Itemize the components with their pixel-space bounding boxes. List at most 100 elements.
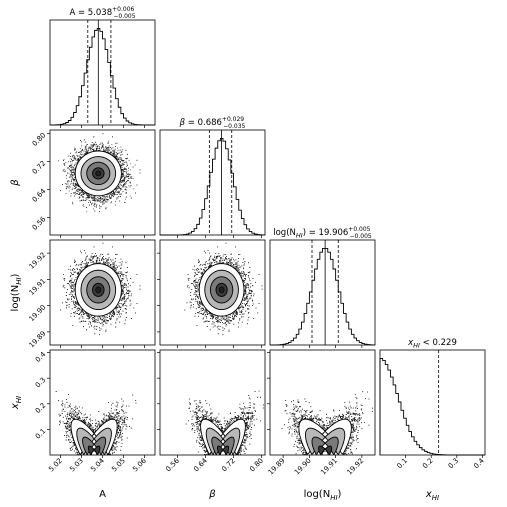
sample-point [235,264,237,266]
sample-point [229,261,231,263]
sample-point [118,157,120,159]
sample-point [229,322,231,324]
sample-point [245,274,246,276]
sample-point [187,278,189,280]
sample-point [94,328,96,330]
sample-point [93,198,94,200]
sample-point [91,147,93,149]
sample-point [128,159,130,161]
sample-point [86,151,88,153]
sample-point [195,290,197,292]
sample-point [109,148,111,150]
sample-point [111,151,112,153]
sample-point [121,180,123,181]
sample-point [206,320,208,322]
sample-point [115,309,117,311]
sample-point [86,149,87,151]
sample-point [200,264,202,265]
sample-point [101,323,103,325]
sample-point [66,302,68,303]
sample-point [220,260,222,262]
sample-point [219,261,221,263]
sample-point [103,200,104,202]
sample-point [123,184,125,186]
sample-point [71,166,73,168]
sample-point [119,159,121,160]
sample-point [100,198,102,200]
sample-point [58,160,59,162]
sample-point [92,144,94,146]
sample-point [248,288,250,290]
sample-point [126,290,128,291]
sample-point [244,297,246,299]
sample-point [76,189,78,191]
sample-point [74,304,76,306]
sample-point [73,301,74,303]
sample-point [226,321,228,323]
sample-point [77,185,78,186]
sample-point [121,300,123,301]
sample-point [97,197,99,198]
sample-point [243,295,245,297]
sample-point [222,334,224,336]
sample-point [121,274,123,275]
sample-point [113,311,114,313]
sample-point [65,183,67,185]
sample-point [115,156,116,157]
sample-point [121,274,122,275]
sample-point [75,306,77,307]
sample-point [121,169,123,171]
sample-point [107,147,109,149]
sample-point [82,196,84,198]
sample-point [91,253,93,254]
sample-point [199,306,201,307]
sample-point [66,307,67,309]
sample-point [78,185,79,187]
sample-point [89,195,91,197]
sample-point [68,268,70,270]
sample-point [122,298,124,300]
sample-point [232,313,234,315]
sample-point [72,282,74,283]
sample-point [193,280,195,282]
sample-point [241,321,243,323]
sample-point [215,321,217,322]
sample-point [193,284,194,286]
sample-point [73,288,75,290]
sample-point [248,272,250,274]
sample-point [86,313,88,314]
sample-point [112,310,114,312]
sample-point [68,190,70,192]
sample-point [109,193,111,195]
sample-point [238,326,239,328]
sample-point [124,180,126,182]
sample-point [96,200,98,202]
sample-point [66,175,67,177]
sample-point [107,148,109,149]
sample-point [115,258,116,259]
sample-point [116,194,118,195]
sample-point [76,189,78,191]
sample-point [76,310,78,312]
sample-point [81,314,83,315]
sample-point [203,317,204,319]
sample-point [195,301,197,302]
sample-point [103,259,105,260]
sample-point [96,255,97,257]
sample-point [66,292,67,293]
sample-point [197,296,198,298]
sample-point [114,312,116,314]
sample-point [123,284,125,286]
sample-point [187,285,189,286]
sample-point [102,196,104,197]
sample-point [213,323,215,325]
sample-point [90,260,92,261]
sample-point [196,281,198,283]
sample-point [75,301,77,302]
sample-point [74,307,76,308]
sample-point [249,267,251,268]
sample-point [198,307,200,308]
sample-point [68,167,69,169]
sample-point [79,153,81,155]
sample-point [76,158,78,160]
